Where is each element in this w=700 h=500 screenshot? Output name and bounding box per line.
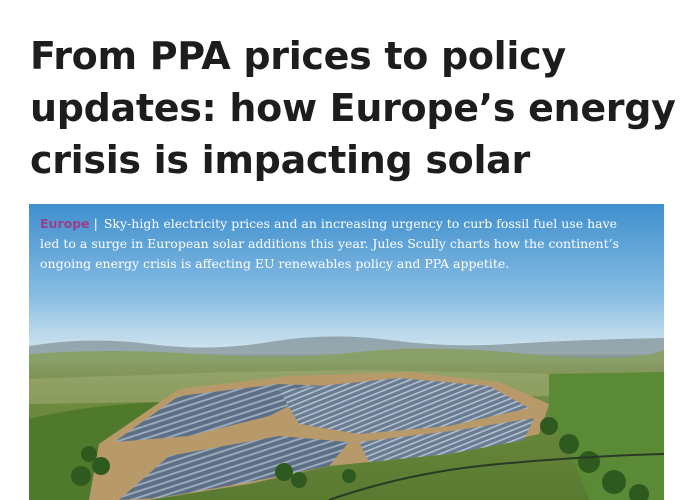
headline-line-1: From PPA prices to policy bbox=[30, 34, 566, 78]
article-headline: From PPA prices to policy updates: how E… bbox=[30, 30, 676, 186]
headline-line-2: updates: how Europe’s energy bbox=[30, 86, 676, 130]
standfirst-line-2: led to a surge in European solar additio… bbox=[40, 236, 619, 251]
article-standfirst: Europe | Sky-high electricity prices and a… bbox=[40, 214, 655, 274]
section-separator: | bbox=[93, 216, 98, 231]
standfirst-line-1: Europe | Sky-high electricity prices and a… bbox=[40, 214, 655, 234]
solar-farm-aerial-photo bbox=[29, 204, 664, 500]
solar-farm-illustration bbox=[29, 204, 664, 500]
standfirst-text-1: Sky-high electricity prices and an incre… bbox=[103, 216, 618, 231]
section-tag[interactable]: Europe bbox=[40, 216, 90, 231]
headline-line-3: crisis is impacting solar bbox=[30, 138, 530, 182]
standfirst-line-3: ongoing energy crisis is affecting EU re… bbox=[40, 256, 510, 271]
